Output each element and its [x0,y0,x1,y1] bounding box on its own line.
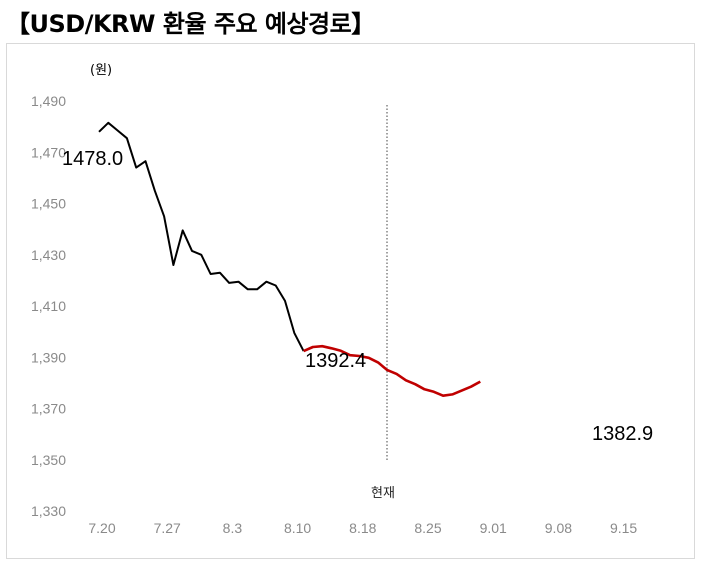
y-tick-label: 1,410 [31,298,66,314]
x-tick-label: 9.01 [480,520,507,536]
x-tick-label: 8.25 [414,520,441,536]
annotation-start-value: 1478.0 [62,148,123,170]
x-tick-label: 8.10 [284,520,311,536]
x-tick-label: 8.3 [223,520,243,536]
x-tick-label: 8.18 [349,520,376,536]
annotation-forecast-value: 1382.9 [592,423,653,445]
x-tick-label: 9.15 [610,520,637,536]
y-tick-label: 1,430 [31,247,66,263]
y-tick-label: 1,450 [31,196,66,212]
annotation-current-value: 1392.4 [305,350,366,372]
y-tick-label: 1,390 [31,349,66,365]
x-tick-label: 9.08 [545,520,572,536]
chart-title: 【USD/KRW 환율 주요 예상경로】 [6,10,375,38]
forecast-series-line [303,344,481,398]
y-tick-label: 1,350 [31,452,66,468]
y-tick-label: 1,370 [31,401,66,417]
x-tick-label: 7.20 [88,520,115,536]
y-unit-label: (원) [90,63,112,78]
y-tick-label: 1,490 [31,93,66,109]
y-tick-label: 1,330 [31,503,66,519]
now-label: 현재 [371,486,395,501]
x-tick-label: 7.27 [154,520,181,536]
historical-series-line [98,121,305,352]
chart-frame [6,43,695,559]
y-tick-label: 1,470 [31,144,66,160]
